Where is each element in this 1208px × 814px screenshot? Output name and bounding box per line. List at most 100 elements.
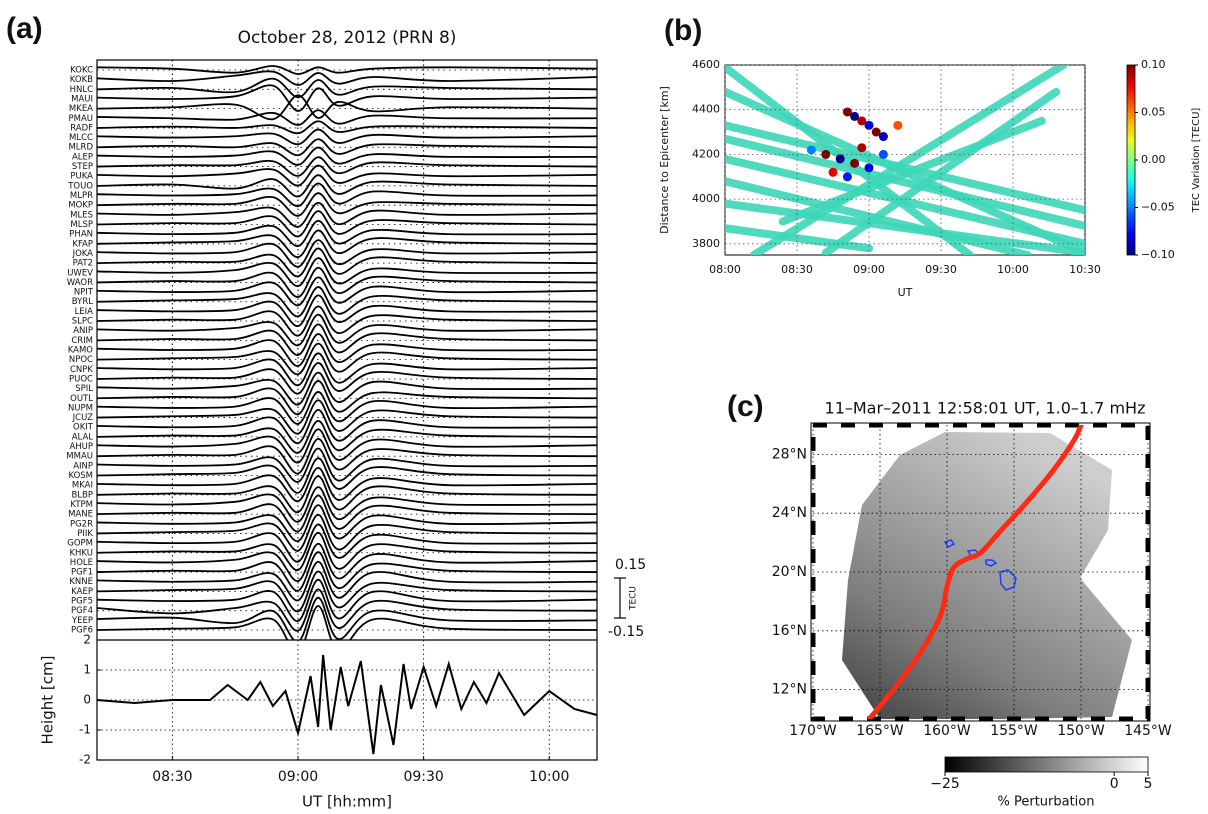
station-label: KOKB (70, 75, 93, 85)
station-label: KNNE (69, 577, 93, 587)
station-label: LEIA (75, 307, 94, 317)
station-label: MOKP (68, 201, 93, 211)
x-tick-label: 10:00 (529, 769, 569, 785)
station-label: GOPM (67, 539, 93, 549)
perturbation-field (842, 432, 1132, 719)
trace (97, 578, 597, 622)
trace (97, 84, 597, 112)
trace (97, 466, 597, 503)
track (778, 116, 1046, 226)
trace (97, 523, 597, 563)
trace (97, 380, 597, 416)
trace (97, 399, 597, 435)
chart-title: October 28, 2012 (PRN 8) (238, 28, 457, 48)
station-label: KAEP (71, 587, 93, 597)
station-label: TOUO (67, 181, 93, 191)
colorbar-title: TEC Variation [TECU] (1191, 108, 1202, 214)
tec-point (893, 120, 903, 130)
station-label: PMAU (69, 114, 94, 124)
colorbar-tick-label: −0.10 (1141, 248, 1175, 261)
map-frame (810, 422, 1151, 722)
y-tick-label: -1 (79, 723, 91, 737)
tec-point (850, 158, 860, 168)
station-label: OUTL (70, 394, 93, 404)
x-tick-label: 09:00 (853, 263, 885, 276)
station-label: MLPR (70, 191, 93, 201)
y-tick-label: 16°N (772, 623, 807, 639)
x-tick-label: 08:30 (781, 263, 813, 276)
station-label: WAOR (67, 278, 93, 288)
trace (97, 276, 597, 307)
trace (97, 362, 597, 395)
trace (97, 560, 597, 602)
trace (97, 65, 597, 75)
trace (97, 305, 597, 337)
station-label: JCUZ (72, 413, 94, 423)
station-label: AHUP (69, 442, 93, 452)
tec-point (821, 149, 831, 159)
y-tick-label: 2 (83, 633, 91, 647)
station-label: JOKA (72, 249, 94, 259)
trace (97, 70, 597, 86)
station-label: NPOC (69, 355, 93, 365)
trace (97, 109, 597, 126)
trace (97, 128, 597, 146)
panel-label: (a) (6, 12, 43, 45)
station-label: YEEP (71, 616, 93, 626)
track (725, 134, 1085, 230)
tec-point (857, 143, 867, 153)
colorbar-title: % Perturbation (997, 795, 1094, 810)
station-label: BYRL (72, 297, 93, 307)
colorbar (944, 756, 1149, 773)
y-tick-label: 3800 (692, 237, 720, 250)
tec-point (828, 167, 838, 177)
y-tick-label: 0 (83, 693, 91, 707)
x-axis-title: UT (898, 286, 913, 299)
traces (97, 65, 597, 640)
trace (97, 247, 597, 278)
trace (97, 352, 597, 387)
station-label: MLRD (68, 143, 93, 153)
fault-trace (866, 425, 1084, 719)
map-frame (810, 422, 1151, 722)
trace (97, 138, 597, 157)
y-tick-label: 4000 (692, 192, 720, 205)
colorbar-tick-label: 0.00 (1141, 153, 1166, 166)
trace (97, 475, 597, 514)
station-label: MAUI (71, 94, 93, 104)
station-label: MKEA (69, 104, 93, 114)
station-label: PGF4 (71, 606, 93, 616)
x-tick-label: 09:30 (403, 769, 443, 785)
colorbar (1126, 64, 1136, 256)
trace (97, 504, 597, 543)
trace (97, 294, 597, 327)
tec-point (835, 154, 845, 164)
tec-point (850, 111, 860, 121)
panel-label: (b) (664, 14, 702, 47)
station-label: SLPC (72, 317, 93, 327)
station-label: KFAP (72, 239, 93, 249)
x-tick-label: 10:30 (1069, 263, 1101, 276)
station-label: KHKU (69, 548, 93, 558)
trace (97, 333, 597, 367)
station-label: STEP (72, 162, 93, 172)
station-label: KOKC (70, 66, 93, 76)
x-tick-label: 09:00 (278, 769, 318, 785)
station-label: MLSP (70, 220, 93, 230)
trace (97, 542, 597, 582)
track (749, 65, 1068, 255)
track (725, 121, 1085, 215)
trace (97, 588, 597, 632)
x-tick-label: 150°W (1057, 723, 1105, 739)
y-axis-title: Height [cm] (39, 656, 57, 745)
trace (97, 457, 597, 494)
station-label: ALAL (72, 432, 94, 442)
tec-point (842, 107, 852, 117)
tec-point (842, 172, 852, 182)
x-tick-label: 165°W (856, 723, 904, 739)
trace (97, 437, 597, 475)
trace (97, 182, 597, 208)
trace (97, 120, 597, 135)
trace (97, 257, 597, 287)
trace (97, 494, 597, 533)
